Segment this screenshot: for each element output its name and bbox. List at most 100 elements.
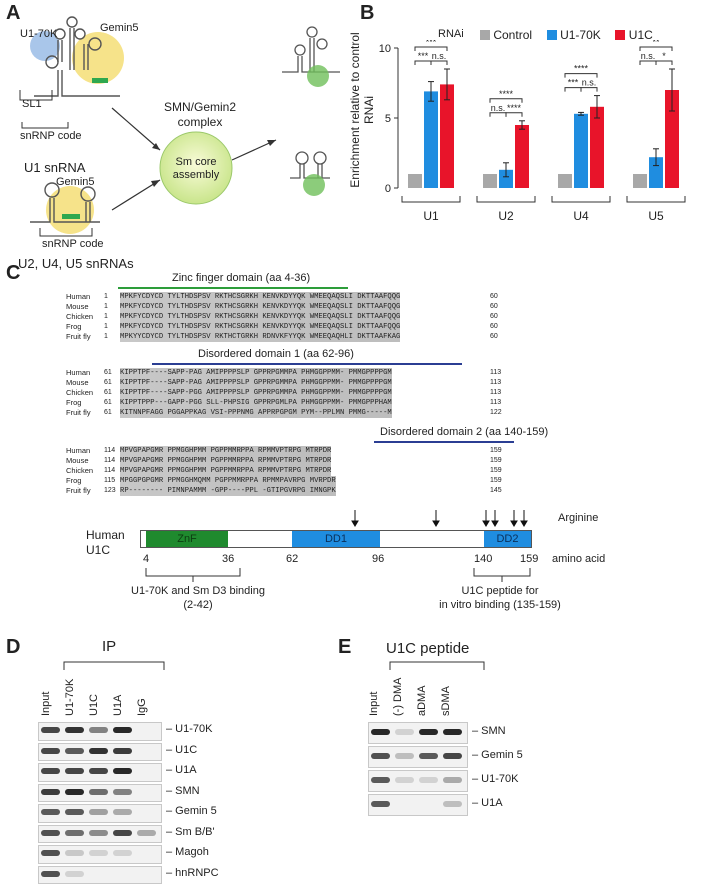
seq-end: 145 [490, 487, 502, 494]
category-label-U4: U4 [573, 209, 589, 223]
seq-end: 113 [490, 399, 502, 406]
blot-band [113, 809, 132, 816]
bar-U5-1 [649, 157, 663, 188]
legend-label-u170k: U1-70K [560, 28, 601, 42]
blot-band [89, 768, 108, 775]
binding-brackets [145, 568, 531, 582]
seq-end: 60 [490, 303, 498, 310]
blot-band [113, 768, 132, 775]
blot-band [137, 829, 156, 836]
sig-label: n.s. [491, 103, 506, 113]
y-tick-label-0: 0 [385, 183, 391, 195]
peptide-bracket [389, 661, 485, 670]
sequence-row: MPKFYCDYCD TYLTHDSPSV RKTHCSGRKH KENVKDY… [120, 292, 401, 302]
disordered-1-title: Disordered domain 1 (aa 62-96) [198, 348, 354, 360]
seq-start: 1 [104, 333, 108, 340]
peptide-title: U1C peptide [386, 640, 470, 657]
blot-band [89, 747, 108, 754]
sequence-row: MPKFYCDYCD TYLTHDSPSV RKTHCSGRKH KENVKDY… [120, 312, 401, 322]
sm-ring-top [307, 65, 329, 87]
legend: Control U1-70K U1C [480, 28, 653, 42]
species-name: Frog [66, 398, 82, 407]
sig-bracket [489, 112, 507, 117]
label-smn-complex: SMN/Gemin2 complex [163, 100, 237, 129]
u2-u4-u5-structure [30, 182, 100, 223]
disordered-2-title: Disordered domain 2 (aa 140-159) [380, 426, 549, 438]
sig-bracket [505, 112, 523, 117]
panel-label-e: E [338, 636, 352, 658]
bar-U2-2 [515, 125, 529, 188]
bar-U1-0 [408, 174, 422, 188]
blot-row-label: – Gemin 5 [166, 805, 217, 818]
seq-end: 159 [490, 457, 502, 464]
blot-row-label: – U1A [166, 764, 197, 777]
panel-e-lane-labels: Input (-) DMA aDMA sDMA [364, 670, 504, 720]
species-name: Human [66, 368, 91, 377]
blot-band [41, 768, 60, 775]
seq-end: 122 [490, 409, 502, 416]
blot-band [113, 727, 132, 734]
blot-row-label: – U1-70K [472, 773, 519, 785]
seq-start: 1 [104, 313, 108, 320]
label-snrnp-code-1: snRNP code [20, 130, 82, 142]
seq-start: 115 [104, 477, 116, 484]
sequence-row: KIPPTPPP---GAPP-PGG SLL-PHPSIG GPPRPGMLP… [120, 398, 392, 408]
blot-band [89, 788, 108, 795]
blot-band [443, 753, 462, 759]
sig-label: n.s. [641, 51, 656, 61]
gemin5-protein-bottom [46, 186, 94, 234]
legend-label-u1c: U1C [628, 28, 653, 42]
seq-start: 114 [104, 457, 116, 464]
lane-label: U1C [88, 693, 100, 716]
species-name: Mouse [66, 456, 89, 465]
sequence-row: MPVGPAPGMR PPMGGHPMM PGPPMMRPPA RPMMVPTR… [120, 466, 332, 476]
blot-row-label: – hnRNPC [166, 866, 219, 879]
sig-bracket [430, 60, 448, 65]
seq-start: 61 [104, 379, 112, 386]
znf-domain: ZnF [146, 531, 228, 547]
assembled-u1-snrnp [282, 26, 340, 73]
legend-label-control: Control [493, 28, 533, 42]
arrow-bottom [111, 179, 161, 211]
legend-swatch-u1c [615, 30, 626, 40]
sequence-row: KIPPTPF----SAPP-PAG AMIPPPPSLP GPPRPGMMP… [120, 368, 392, 378]
blot-band [65, 747, 84, 754]
y-tick-label-2: 10 [379, 43, 391, 55]
blot-band [371, 777, 390, 783]
lane-label: U1A [112, 694, 124, 716]
blot-band [371, 729, 390, 735]
blot-band [89, 829, 108, 836]
arrow-top [111, 107, 161, 151]
bar-U4-2 [590, 106, 604, 188]
category-label-U5: U5 [648, 209, 664, 223]
ip-title: IP [102, 638, 117, 655]
seq-start: 61 [104, 409, 112, 416]
seq-start: 61 [104, 369, 112, 376]
panel-d-lane-labels: Input U1-70K U1C U1A IgG [36, 670, 176, 720]
species-name: Mouse [66, 378, 89, 387]
arginine-label: Arginine [558, 512, 599, 524]
species-name: Chicken [66, 312, 94, 321]
lane-label: U1-70K [64, 678, 76, 716]
seq-start: 1 [104, 293, 108, 300]
y-tick-label-1: 5 [385, 113, 391, 125]
legend-title: RNAi [438, 28, 464, 40]
lane-label: Input [368, 691, 380, 716]
aa-tick-159: 159 [520, 553, 539, 565]
bar-U1-2 [440, 84, 454, 188]
species-name: Fruit fly [66, 486, 91, 495]
seq-end: 60 [490, 323, 498, 330]
blot-band [443, 801, 462, 807]
species-name: Fruit fly [66, 332, 91, 341]
species-name: Fruit fly [66, 408, 91, 417]
ip-bracket [63, 661, 165, 670]
label-u2-u4-u5: U2, U4, U5 snRNAs [18, 256, 134, 271]
binding-region-2: U1C peptide for in vitro binding (135-15… [439, 585, 561, 611]
blot-strip [368, 722, 468, 744]
sequence-row: RP-------- PIMNPAMMM -GPP----PPL -GTIPGV… [120, 486, 336, 496]
label-u1-snrna: U1 snRNA [24, 160, 86, 175]
alignment-block-1: Human 1 MPKFYCDYCD TYLTHDSPSV RKTHCSGRKH K… [0, 292, 711, 352]
blot-band [41, 870, 60, 877]
category-bracket [401, 196, 461, 203]
